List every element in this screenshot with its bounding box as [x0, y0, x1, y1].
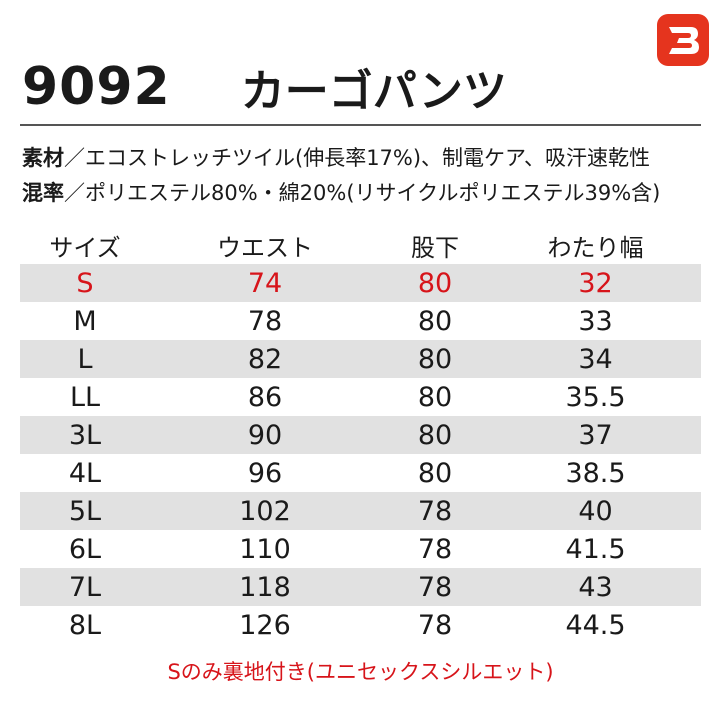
size-cell: 3L — [20, 416, 150, 454]
waist-cell: 96 — [247, 457, 283, 489]
inseam-cell: 78 — [380, 492, 490, 530]
model-number: 9092 — [22, 57, 171, 117]
table-row: 6L 110 78 41.5 — [20, 530, 701, 568]
thigh-cell: 37 — [490, 416, 701, 454]
header-thigh-width: わたり幅 — [547, 233, 644, 262]
thigh-cell: 32 — [490, 264, 701, 302]
inseam-cell: 78 — [417, 533, 453, 565]
header-size: サイズ — [49, 233, 121, 262]
inseam-cell: 78 — [417, 609, 453, 641]
title-row: 9092 カーゴパンツ — [22, 52, 507, 122]
table-row: 3L 90 80 37 — [20, 416, 701, 454]
table-row: 4L 96 80 38.5 — [20, 454, 701, 492]
blend-label: 混率 — [22, 181, 64, 205]
inseam-cell: 80 — [417, 305, 453, 337]
inseam-cell: 80 — [417, 457, 453, 489]
waist-cell: 126 — [239, 609, 291, 641]
size-cell: L — [20, 340, 150, 378]
blend-spec: 混率／ポリエステル80%・綿20%(リサイクルポリエステル39%含) — [22, 177, 660, 207]
thigh-cell: 44.5 — [565, 609, 626, 641]
size-cell: 4L — [68, 457, 102, 489]
blend-value: ／ポリエステル80%・綿20%(リサイクルポリエステル39%含) — [64, 181, 661, 205]
table-row: 8L 126 78 44.5 — [20, 606, 701, 644]
inseam-cell: 80 — [417, 381, 453, 413]
thigh-cell: 35.5 — [565, 381, 626, 413]
inseam-cell: 80 — [380, 340, 490, 378]
table-header-row: サイズ ウエスト 股下 わたり幅 — [20, 226, 701, 264]
size-cell: S — [20, 264, 150, 302]
inseam-cell: 78 — [380, 568, 490, 606]
waist-cell: 86 — [247, 381, 283, 413]
size-cell: 7L — [20, 568, 150, 606]
divider — [20, 124, 701, 126]
size-cell: 6L — [68, 533, 102, 565]
size-cell: 8L — [68, 609, 102, 641]
waist-cell: 78 — [247, 305, 283, 337]
waist-cell: 82 — [150, 340, 380, 378]
size-cell: 5L — [20, 492, 150, 530]
header-waist: ウエスト — [217, 233, 313, 262]
waist-cell: 102 — [150, 492, 380, 530]
table-row: 7L 118 78 43 — [20, 568, 701, 606]
size-cell: LL — [69, 381, 101, 413]
inseam-cell: 80 — [380, 416, 490, 454]
thigh-cell: 34 — [490, 340, 701, 378]
material-spec: 素材／エコストレッチツイル(伸長率17%)、制電ケア、吸汗速乾性 — [22, 142, 650, 172]
thigh-cell: 43 — [490, 568, 701, 606]
thigh-cell: 33 — [578, 305, 613, 337]
waist-cell: 118 — [150, 568, 380, 606]
header-inseam: 股下 — [411, 233, 459, 262]
waist-cell: 110 — [239, 533, 291, 565]
table-row: LL 86 80 35.5 — [20, 378, 701, 416]
size-cell: M — [73, 305, 97, 337]
table-row: L 82 80 34 — [20, 340, 701, 378]
thigh-cell: 38.5 — [565, 457, 626, 489]
table-row: M 78 80 33 — [20, 302, 701, 340]
waist-cell: 90 — [150, 416, 380, 454]
lining-note: Sのみ裏地付き(ユニセックスシルエット) — [167, 660, 554, 684]
burtle-b-logo-icon — [657, 14, 709, 66]
table-row: S 74 80 32 — [20, 264, 701, 302]
waist-cell: 74 — [150, 264, 380, 302]
material-label: 素材 — [22, 146, 64, 170]
size-table: サイズ ウエスト 股下 わたり幅 S 74 80 32 M 78 80 33 L… — [20, 226, 701, 644]
product-name: カーゴパンツ — [240, 66, 507, 117]
thigh-cell: 40 — [490, 492, 701, 530]
thigh-cell: 41.5 — [565, 533, 626, 565]
table-row: 5L 102 78 40 — [20, 492, 701, 530]
inseam-cell: 80 — [380, 264, 490, 302]
material-value: ／エコストレッチツイル(伸長率17%)、制電ケア、吸汗速乾性 — [64, 146, 650, 170]
